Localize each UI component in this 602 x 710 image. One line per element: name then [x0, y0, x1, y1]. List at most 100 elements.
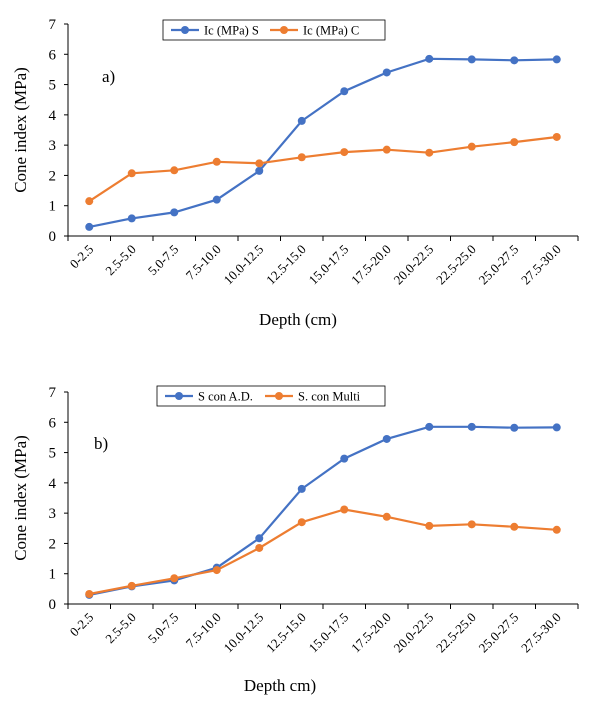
y-tick-label: 2	[49, 536, 57, 552]
x-tick-label: 10.0-12.5	[221, 242, 267, 288]
data-point-1	[297, 153, 306, 162]
x-tick-label: 7.5-10.0	[183, 610, 224, 651]
data-point-1	[85, 197, 94, 206]
series-line-0	[89, 57, 557, 228]
data-point-0	[425, 422, 434, 431]
data-point-1	[467, 142, 476, 151]
data-point-0	[552, 423, 561, 432]
legend-swatch-marker	[280, 26, 288, 34]
chart-panel-0: 0 1 2 3 4 5 6 7 0-2.5 2.5-5.0 5.0-7.5 7.5-10.010.0-…	[11, 17, 579, 329]
y-tick-label: 5	[49, 78, 57, 94]
data-point-1	[85, 590, 94, 599]
x-tick-label: 5.0-7.5	[145, 610, 182, 647]
panel-label: b)	[94, 434, 108, 453]
data-point-0	[255, 534, 264, 543]
x-tick-label: 27.5-30.0	[518, 242, 564, 288]
chart-panel-1: 0 1 2 3 4 5 6 7 0-2.5 2.5-5.0 5.0-7.5 7.5-10.010.0-…	[11, 385, 579, 695]
y-tick-label: 6	[49, 47, 57, 63]
data-point-1	[382, 145, 391, 154]
x-tick-label: 2.5-5.0	[102, 610, 139, 647]
x-tick-label: 17.5-20.0	[348, 610, 394, 656]
data-point-0	[467, 55, 476, 64]
data-point-1	[127, 581, 136, 590]
y-tick-label: 1	[49, 199, 57, 215]
x-tick-label: 15.0-17.5	[306, 242, 352, 288]
data-point-1	[552, 525, 561, 534]
panel-label: a)	[102, 67, 115, 86]
x-tick-label: 12.5-15.0	[263, 242, 309, 288]
x-tick-label: 17.5-20.0	[348, 242, 394, 288]
y-tick-label: 6	[49, 415, 57, 431]
y-axis-title: Cone index (MPa)	[11, 435, 30, 561]
legend-swatch-marker	[175, 392, 183, 400]
x-tick-label: 22.5-25.0	[433, 242, 479, 288]
legend-label: S. con Multi	[298, 390, 361, 404]
data-point-1	[170, 574, 179, 583]
data-point-0	[510, 423, 519, 432]
y-tick-label: 4	[49, 476, 57, 492]
x-tick-label: 15.0-17.5	[306, 610, 352, 656]
x-tick-label: 27.5-30.0	[518, 610, 564, 656]
x-tick-label: 25.0-27.5	[476, 610, 522, 656]
data-point-0	[425, 54, 434, 63]
x-axis-title: Depth cm)	[244, 676, 316, 695]
legend-swatch-marker	[275, 392, 283, 400]
data-point-0	[297, 116, 306, 125]
x-tick-label: 10.0-12.5	[221, 610, 267, 656]
y-tick-label: 2	[49, 168, 57, 184]
data-point-1	[340, 148, 349, 157]
data-point-0	[382, 68, 391, 77]
legend-label: Ic (MPa) S	[204, 24, 259, 38]
x-tick-label: 2.5-5.0	[102, 242, 139, 279]
y-axis-title: Cone index (MPa)	[11, 67, 30, 193]
x-tick-label: 20.0-22.5	[391, 242, 437, 288]
data-point-0	[510, 56, 519, 65]
data-point-0	[127, 214, 136, 223]
y-tick-label: 0	[49, 229, 57, 245]
legend-swatch-marker	[181, 26, 189, 34]
data-point-0	[297, 484, 306, 493]
y-tick-label: 0	[49, 597, 57, 613]
data-point-1	[170, 166, 179, 175]
x-tick-label: 5.0-7.5	[145, 242, 182, 279]
data-point-1	[467, 520, 476, 529]
data-point-1	[510, 522, 519, 531]
legend-label: S con A.D.	[198, 390, 253, 404]
data-point-1	[425, 521, 434, 530]
data-point-0	[170, 208, 179, 217]
data-point-0	[552, 55, 561, 64]
series-line-1	[89, 508, 557, 596]
data-point-0	[340, 454, 349, 463]
y-tick-label: 7	[49, 385, 57, 401]
data-point-0	[340, 87, 349, 96]
data-point-1	[212, 157, 221, 166]
data-point-1	[255, 543, 264, 552]
x-tick-label: 0-2.5	[67, 242, 97, 272]
series-line-1	[88, 135, 557, 203]
data-point-1	[297, 518, 306, 527]
x-tick-label: 20.0-22.5	[391, 610, 437, 656]
data-point-0	[212, 195, 221, 204]
y-tick-label: 3	[49, 138, 57, 154]
legend-label: Ic (MPa) C	[303, 24, 359, 38]
data-point-1	[212, 566, 221, 575]
x-axis-title: Depth (cm)	[259, 310, 337, 329]
data-point-0	[85, 222, 94, 231]
data-point-1	[382, 512, 391, 521]
y-tick-label: 4	[49, 108, 57, 124]
data-point-1	[510, 138, 519, 147]
series-line-0	[89, 425, 557, 596]
x-tick-label: 7.5-10.0	[183, 242, 224, 283]
data-point-1	[425, 148, 434, 157]
data-point-1	[340, 505, 349, 514]
x-tick-label: 25.0-27.5	[476, 242, 522, 288]
data-point-0	[382, 434, 391, 443]
data-point-0	[255, 166, 264, 175]
y-tick-label: 7	[49, 17, 57, 33]
x-tick-label: 22.5-25.0	[433, 610, 479, 656]
data-point-1	[255, 159, 264, 168]
data-point-1	[552, 132, 561, 141]
data-point-1	[127, 169, 136, 178]
y-tick-label: 5	[49, 446, 57, 462]
